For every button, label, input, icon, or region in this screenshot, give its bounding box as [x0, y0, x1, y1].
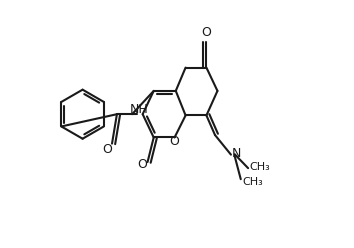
Text: O: O	[201, 26, 211, 39]
Text: O: O	[137, 158, 147, 171]
Text: CH₃: CH₃	[242, 177, 263, 187]
Text: N: N	[232, 147, 241, 160]
Text: CH₃: CH₃	[249, 162, 270, 172]
Text: NH: NH	[130, 103, 149, 116]
Text: O: O	[103, 143, 113, 155]
Text: O: O	[169, 135, 179, 148]
